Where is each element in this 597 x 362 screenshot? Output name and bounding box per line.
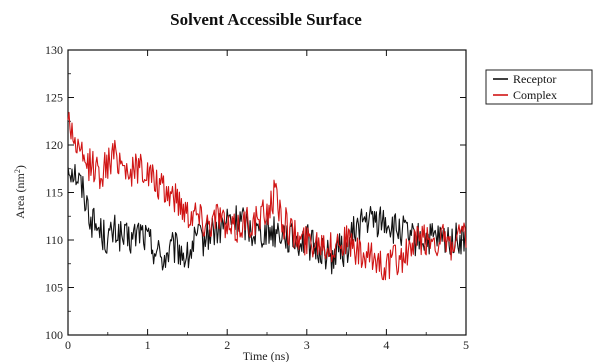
series-lines — [67, 111, 467, 281]
y-axis-label: Area (nm2) — [13, 165, 28, 219]
y-tick-label: 125 — [45, 91, 63, 105]
plot-frame — [67, 49, 467, 336]
x-axis: 0 1 2 3 4 5 — [65, 50, 469, 352]
y-axis-label-main: Area (nm — [13, 173, 27, 219]
legend-label-complex: Complex — [513, 88, 557, 102]
series-line-receptor — [67, 163, 467, 275]
legend: Receptor Complex — [485, 69, 593, 105]
series-line-complex — [67, 111, 467, 281]
plot-area: 100 105 110 115 120 125 130 0 1 2 3 4 5 — [45, 43, 469, 352]
legend-label-receptor: Receptor — [513, 72, 556, 86]
x-tick-label: 3 — [304, 338, 310, 352]
chart-title: Solvent Accessible Surface — [170, 10, 362, 29]
x-tick-label: 1 — [145, 338, 151, 352]
x-tick-label: 4 — [383, 338, 389, 352]
x-axis-label: Time (ns) — [243, 349, 290, 362]
y-axis-label-close: ) — [13, 165, 27, 169]
y-tick-label: 100 — [45, 328, 63, 342]
y-tick-label: 110 — [45, 233, 63, 247]
y-tick-label: 130 — [45, 43, 63, 57]
y-axis: 100 105 110 115 120 125 130 — [45, 43, 466, 342]
y-tick-label: 115 — [45, 186, 63, 200]
x-tick-label: 2 — [224, 338, 230, 352]
y-tick-label: 120 — [45, 138, 63, 152]
y-tick-label: 105 — [45, 281, 63, 295]
y-axis-label-superscript: 2 — [13, 169, 22, 173]
legend-box — [485, 69, 593, 105]
x-tick-label: 5 — [463, 338, 469, 352]
x-tick-label: 0 — [65, 338, 71, 352]
